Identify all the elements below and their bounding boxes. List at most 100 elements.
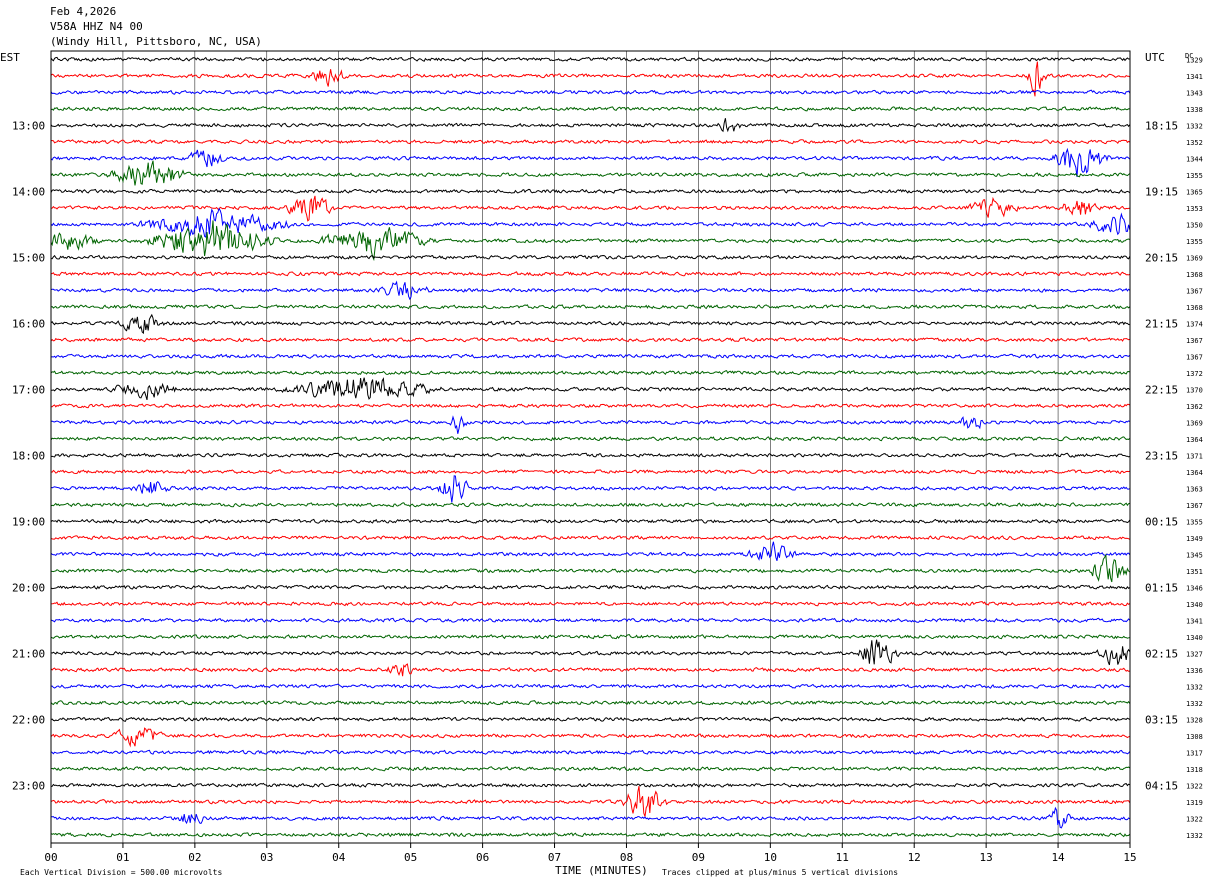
utc-hour-label: 22:15	[1145, 383, 1178, 396]
trace-34	[50, 617, 1131, 623]
trace-14	[50, 280, 1131, 301]
dc-offset-label: 1367	[1186, 353, 1203, 361]
x-tick-label-12: 12	[908, 851, 921, 864]
trace-39	[50, 700, 1131, 706]
x-tick-label-10: 10	[764, 851, 777, 864]
dc-offset-label: 1370	[1186, 386, 1203, 394]
dc-offset-label: 1327	[1186, 650, 1203, 658]
x-tick-label-06: 06	[476, 851, 489, 864]
utc-hour-label: 01:15	[1145, 581, 1178, 594]
dc-offset-label: 1374	[1186, 320, 1203, 328]
trace-30	[50, 541, 1131, 561]
trace-35	[50, 634, 1130, 640]
utc-axis-title: UTC	[1145, 51, 1165, 64]
trace-10	[50, 207, 1131, 238]
est-hour-label: 21:00	[12, 647, 45, 660]
trace-4	[50, 118, 1131, 133]
x-axis-title: TIME (MINUTES)	[555, 864, 648, 877]
trace-12	[50, 254, 1131, 260]
est-hour-label: 19:00	[12, 515, 45, 528]
dc-offset-label: 1367	[1186, 287, 1203, 295]
dc-offset-label: 1341	[1186, 73, 1203, 81]
dc-offset-label: 1367	[1186, 337, 1203, 345]
trace-31	[50, 553, 1131, 583]
dc-offset-label: 1367	[1186, 502, 1203, 510]
dc-offset-label: 1332	[1186, 683, 1203, 691]
trace-42	[50, 749, 1131, 755]
dc-offset-label: 1355	[1186, 518, 1203, 526]
utc-hour-label: 18:15	[1145, 119, 1178, 132]
trace-13	[50, 271, 1130, 277]
dc-offset-label: 1363	[1186, 485, 1203, 493]
trace-20	[50, 377, 1131, 401]
trace-16	[50, 313, 1130, 335]
dc-offset-label: 1368	[1186, 304, 1203, 312]
header-location: (Windy Hill, Pittsboro, NC, USA)	[50, 35, 262, 48]
est-hour-label: 16:00	[12, 317, 45, 330]
dc-offset-label: 1329	[1186, 56, 1203, 64]
trace-0	[50, 56, 1130, 62]
dc-offset-label: 1350	[1186, 221, 1203, 229]
trace-3	[50, 106, 1130, 112]
dc-offset-label: 1328	[1186, 716, 1203, 724]
utc-hour-label: 03:15	[1145, 713, 1178, 726]
dc-offset-label: 1336	[1186, 667, 1203, 675]
dc-offset-label: 1317	[1186, 749, 1203, 757]
trace-21	[51, 403, 1131, 409]
x-tick-label-04: 04	[332, 851, 346, 864]
dc-offset-label: 1341	[1186, 617, 1203, 625]
utc-hour-label: 00:15	[1145, 515, 1178, 528]
dc-offset-label: 1369	[1186, 419, 1203, 427]
dc-offset-label: 1352	[1186, 139, 1203, 147]
est-hour-label: 14:00	[12, 185, 45, 198]
trace-36	[50, 639, 1131, 666]
dc-offset-label: 1332	[1186, 122, 1203, 130]
est-hour-label: 17:00	[12, 383, 45, 396]
trace-46	[50, 806, 1131, 829]
dc-offset-label: 1364	[1186, 469, 1203, 477]
clip-note: Traces clipped at plus/minus 5 vertical …	[662, 868, 898, 877]
dc-offset-label: 1346	[1186, 584, 1203, 592]
trace-40	[50, 716, 1131, 722]
trace-33	[50, 601, 1131, 607]
trace-6	[50, 147, 1131, 177]
dc-offset-label: 1332	[1186, 700, 1203, 708]
est-hour-label: 18:00	[12, 449, 45, 462]
trace-24	[50, 452, 1130, 458]
trace-18	[50, 353, 1131, 359]
x-tick-label-14: 14	[1051, 851, 1065, 864]
dc-offset-label: 1344	[1186, 155, 1203, 163]
header-date: Feb 4,2026	[50, 5, 117, 18]
trace-11	[50, 220, 1131, 262]
dc-offset-label: 1319	[1186, 799, 1203, 807]
trace-26	[50, 475, 1130, 503]
trace-41	[50, 727, 1130, 748]
axis-labels: 00 01 02 03 04 05 06 07 08 09 10 11 12 13 14 15 1329 1341…	[12, 56, 1203, 864]
x-tick-label-03: 03	[260, 851, 273, 864]
est-hour-label: 23:00	[12, 779, 45, 792]
dc-offset-label: 1332	[1186, 832, 1203, 840]
traces	[50, 56, 1131, 838]
utc-hour-label: 04:15	[1145, 779, 1178, 792]
x-tick-label-08: 08	[620, 851, 633, 864]
utc-hour-label: 20:15	[1145, 251, 1178, 264]
dc-offset-label: 1362	[1186, 403, 1203, 411]
scale-note: Each Vertical Division = 500.00 microvol…	[20, 868, 222, 877]
dc-offset-label: 1368	[1186, 271, 1203, 279]
dc-offset-label: 1364	[1186, 436, 1203, 444]
dc-offset-label: 1369	[1186, 254, 1203, 262]
trace-29	[50, 535, 1131, 541]
trace-9	[50, 195, 1130, 222]
trace-38	[50, 683, 1131, 689]
trace-47	[50, 832, 1131, 838]
trace-17	[50, 337, 1130, 343]
x-tick-label-07: 07	[548, 851, 561, 864]
dc-offset-label: 1349	[1186, 535, 1203, 543]
trace-44	[50, 782, 1131, 788]
dc-offset-label: 1340	[1186, 601, 1203, 609]
trace-7	[50, 160, 1131, 186]
dc-offset-label: 1308	[1186, 733, 1203, 741]
est-hour-label: 22:00	[12, 713, 45, 726]
utc-hour-label: 02:15	[1145, 647, 1178, 660]
